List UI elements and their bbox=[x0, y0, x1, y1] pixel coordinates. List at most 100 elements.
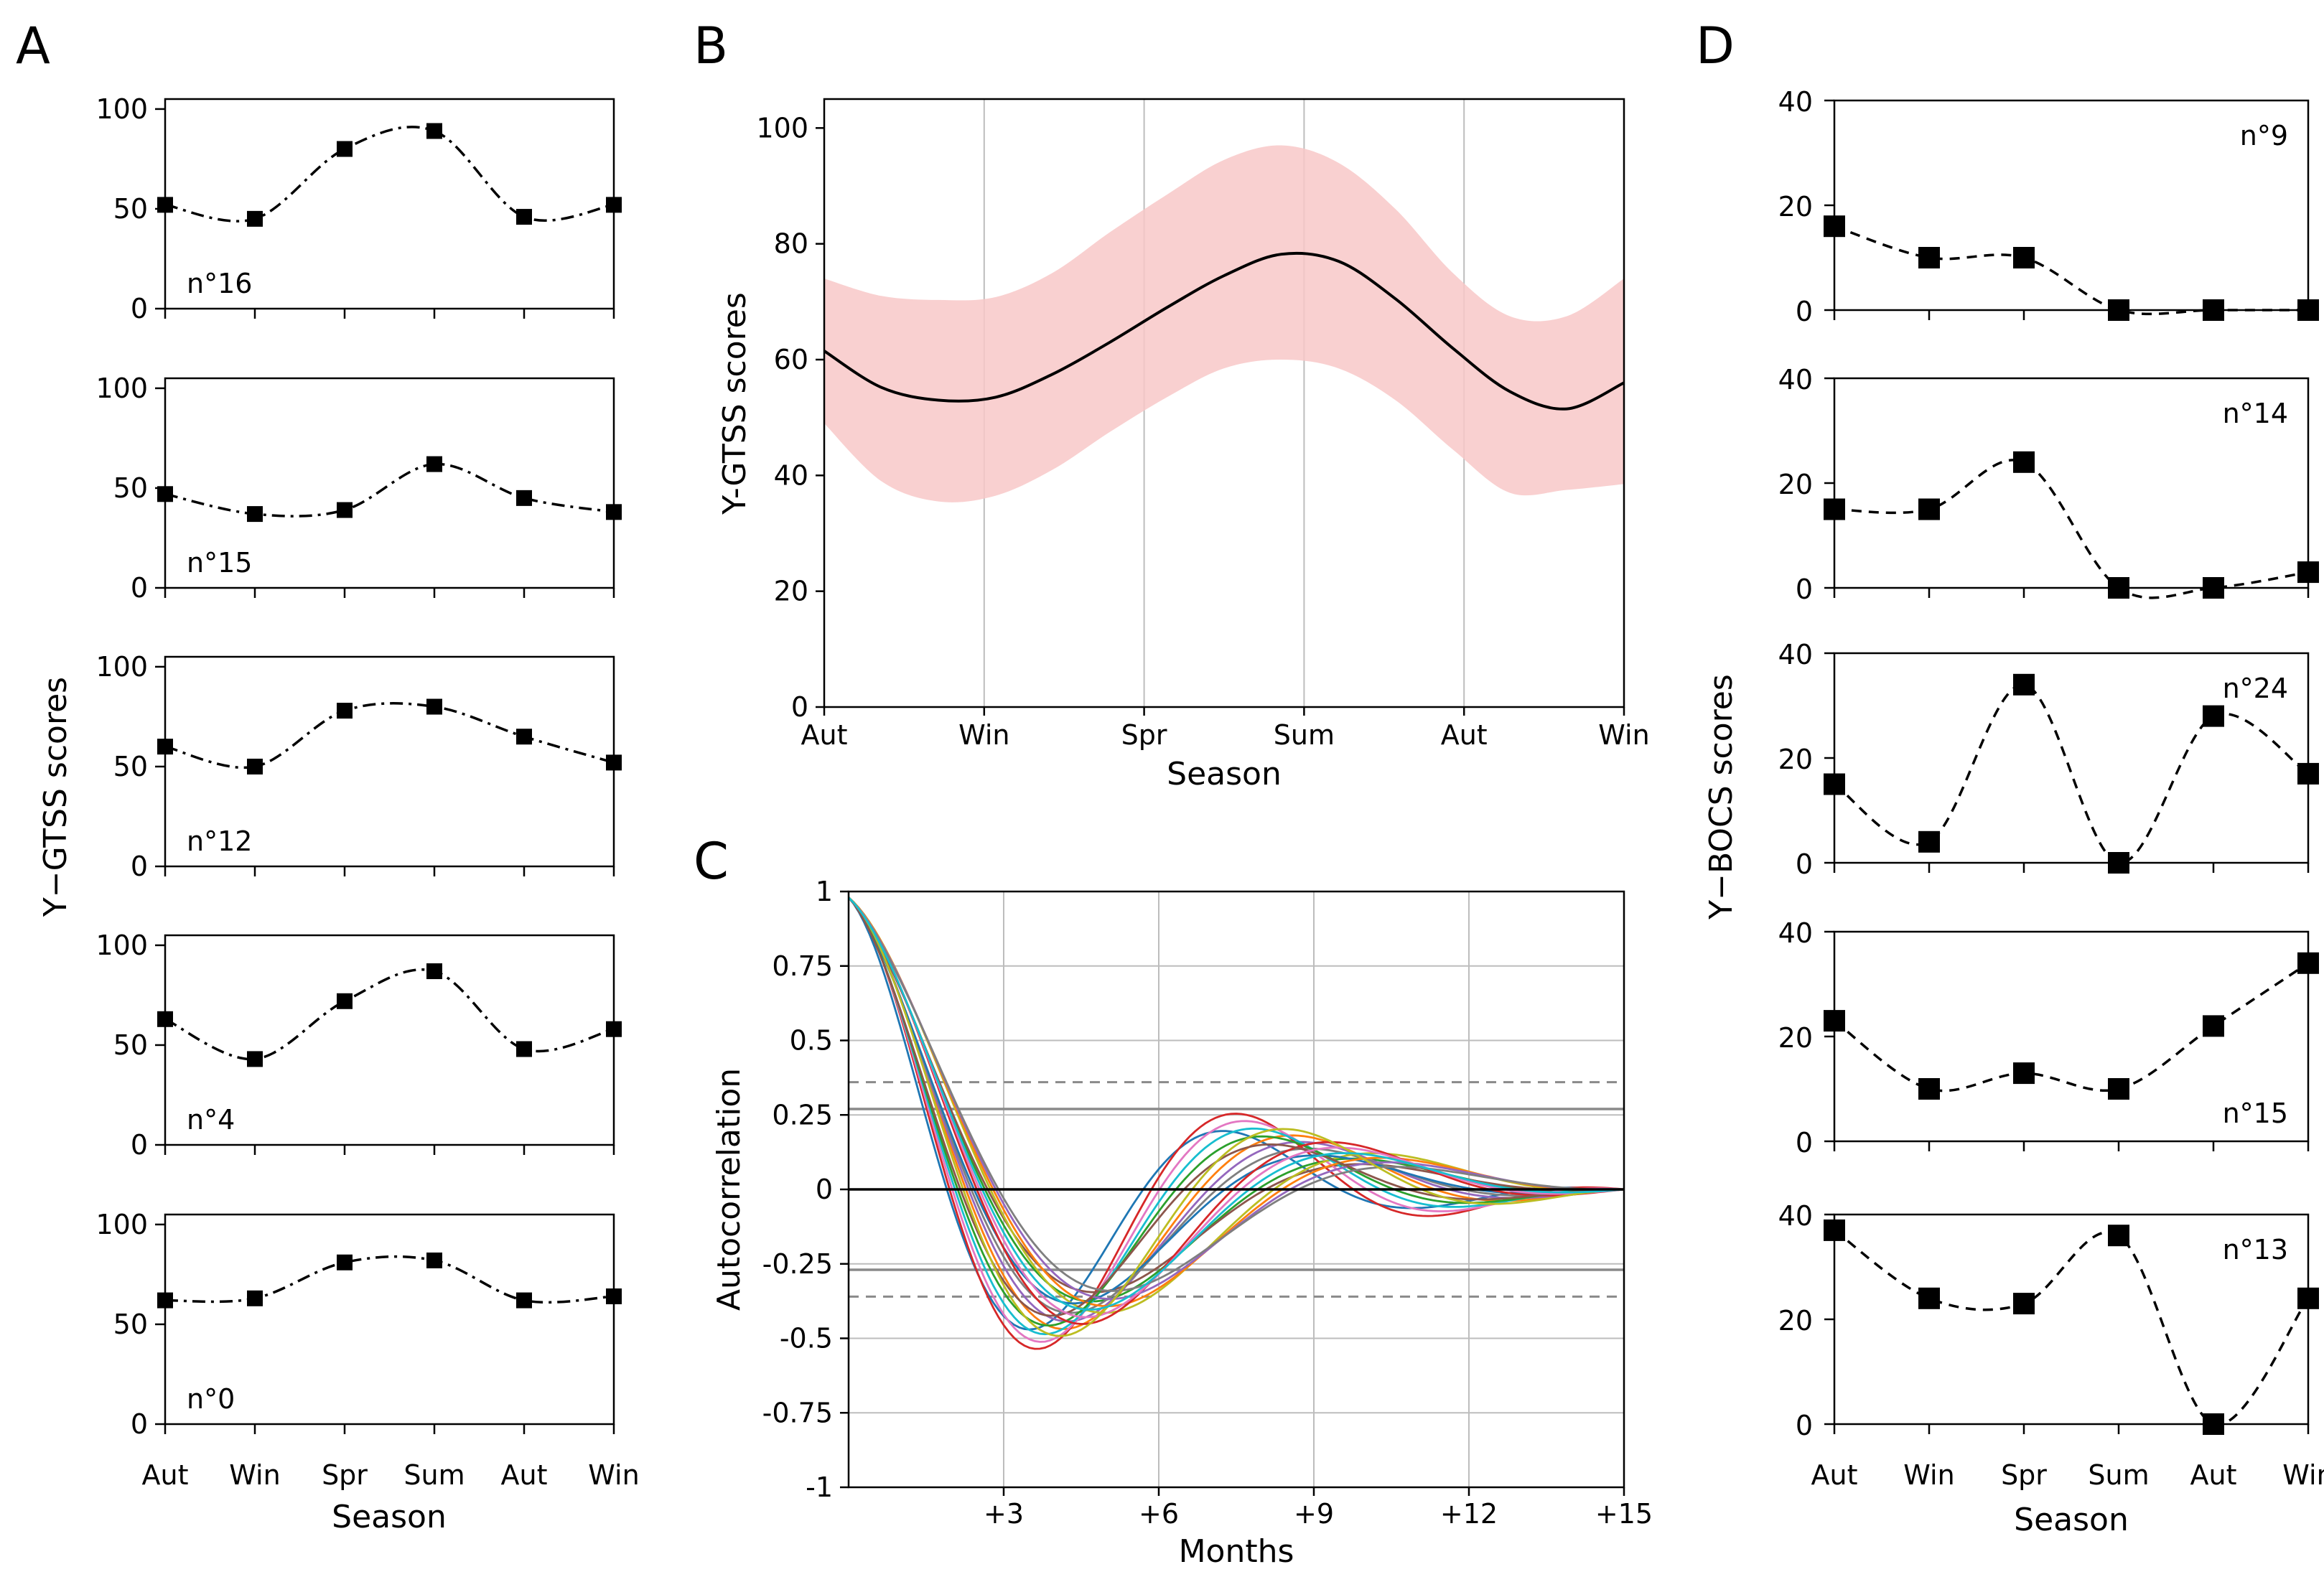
x-tick-label: +9 bbox=[1294, 1498, 1334, 1530]
data-point bbox=[426, 698, 442, 715]
acf-series-line bbox=[848, 897, 1625, 1319]
data-point bbox=[2297, 561, 2319, 584]
x-tick-label: Win bbox=[1598, 719, 1649, 751]
patient-label: n°12 bbox=[187, 825, 252, 857]
data-point bbox=[2297, 952, 2319, 974]
data-point bbox=[337, 703, 353, 719]
y-tick-label: 0.25 bbox=[772, 1099, 833, 1131]
y-tick-label: 50 bbox=[113, 1029, 148, 1061]
data-point bbox=[2297, 762, 2319, 785]
y-tick-label: 100 bbox=[95, 1209, 148, 1240]
patient-label: n°4 bbox=[187, 1104, 235, 1136]
y-tick-label: 50 bbox=[113, 472, 148, 504]
y-tick-label: 0 bbox=[131, 572, 148, 604]
data-point bbox=[516, 1041, 532, 1057]
x-tick-label: Win bbox=[2282, 1459, 2324, 1491]
patient-label: n°15 bbox=[2223, 1098, 2288, 1129]
data-point bbox=[2013, 1293, 2035, 1315]
series-line bbox=[1833, 962, 2309, 1092]
y-tick-label: -0.75 bbox=[762, 1397, 833, 1428]
data-point bbox=[2013, 673, 2035, 696]
data-point bbox=[2108, 577, 2129, 599]
data-point bbox=[157, 1292, 173, 1309]
data-point bbox=[337, 1254, 353, 1271]
x-tick-label: +6 bbox=[1139, 1498, 1179, 1530]
data-point bbox=[337, 993, 353, 1009]
y-tick-label: 0 bbox=[1796, 574, 1813, 605]
data-point bbox=[157, 1011, 173, 1027]
y-tick-label: 0.5 bbox=[790, 1025, 833, 1057]
acf-series-line bbox=[847, 897, 1625, 1314]
data-point bbox=[1918, 498, 1940, 520]
y-tick-label: 100 bbox=[95, 651, 148, 683]
panel-letter-c: C bbox=[694, 832, 729, 891]
data-point bbox=[426, 456, 442, 472]
y-axis-title: Y−GTSS scores bbox=[37, 677, 74, 917]
acf-series-line bbox=[847, 897, 1625, 1317]
data-point bbox=[606, 1021, 622, 1037]
y-tick-label: 100 bbox=[95, 373, 148, 404]
data-point bbox=[516, 490, 532, 506]
data-point bbox=[426, 963, 442, 980]
data-point bbox=[247, 506, 263, 523]
y-tick-label: -1 bbox=[806, 1471, 833, 1503]
series-line bbox=[1834, 683, 2309, 864]
y-tick-label: 0 bbox=[1796, 296, 1813, 327]
data-point bbox=[1824, 498, 1845, 520]
patient-label: n°9 bbox=[2240, 120, 2288, 151]
x-tick-label: Win bbox=[958, 719, 1009, 751]
acf-series-line bbox=[847, 897, 1625, 1323]
data-point bbox=[2108, 852, 2129, 874]
mean-curve bbox=[823, 251, 1625, 411]
x-tick-label: Sum bbox=[1274, 719, 1335, 751]
data-point bbox=[1824, 215, 1845, 238]
patient-label: n°15 bbox=[187, 547, 252, 579]
data-point bbox=[516, 1292, 532, 1309]
x-tick-label: +12 bbox=[1440, 1498, 1498, 1530]
series-line bbox=[164, 702, 615, 769]
y-tick-label: 20 bbox=[1778, 1022, 1813, 1054]
y-tick-label: 60 bbox=[774, 344, 808, 375]
data-point bbox=[337, 141, 353, 157]
patient-label: n°13 bbox=[2223, 1234, 2288, 1265]
y-tick-label: 40 bbox=[1778, 364, 1813, 396]
y-tick-label: 50 bbox=[113, 193, 148, 225]
data-point bbox=[606, 197, 622, 213]
data-point bbox=[426, 1252, 442, 1268]
y-axis-title: Autocorrelation bbox=[711, 1068, 747, 1311]
data-point bbox=[157, 197, 173, 213]
x-tick-label: Aut bbox=[1441, 719, 1488, 751]
x-tick-label: Aut bbox=[801, 719, 848, 751]
y-tick-label: 40 bbox=[1778, 917, 1813, 949]
acf-series-line bbox=[847, 897, 1625, 1293]
data-point bbox=[2108, 299, 2129, 321]
y-tick-label: 20 bbox=[1778, 191, 1813, 223]
series-line bbox=[164, 968, 615, 1061]
data-point bbox=[606, 504, 622, 520]
panel-letter-b: B bbox=[694, 17, 728, 75]
x-tick-label: Spr bbox=[322, 1459, 368, 1491]
data-point bbox=[1824, 1219, 1845, 1241]
y-tick-label: 40 bbox=[774, 459, 808, 491]
acf-series-line bbox=[847, 897, 1625, 1311]
data-point bbox=[1918, 1287, 1940, 1309]
y-tick-label: 100 bbox=[756, 112, 808, 144]
panel-d-frame bbox=[1833, 99, 2310, 312]
y-tick-label: 100 bbox=[95, 930, 148, 961]
panel-letter-a: A bbox=[16, 17, 50, 75]
x-tick-label: Win bbox=[588, 1459, 639, 1491]
panel-a-frame bbox=[164, 377, 615, 589]
data-point bbox=[1918, 247, 1940, 268]
y-tick-label: 0 bbox=[131, 1408, 148, 1440]
y-axis-title: Y−BOCS scores bbox=[1703, 674, 1740, 920]
x-tick-label: Aut bbox=[2190, 1459, 2237, 1491]
data-point bbox=[2203, 1015, 2224, 1037]
data-point bbox=[247, 1051, 263, 1067]
y-tick-label: 0 bbox=[1796, 848, 1813, 880]
data-point bbox=[2013, 451, 2035, 473]
y-tick-label: 0.75 bbox=[772, 950, 833, 982]
y-tick-label: 20 bbox=[1778, 744, 1813, 775]
panel-a-frame bbox=[164, 934, 615, 1146]
panel-letter-d: D bbox=[1696, 17, 1735, 75]
y-tick-label: 0 bbox=[791, 691, 808, 723]
